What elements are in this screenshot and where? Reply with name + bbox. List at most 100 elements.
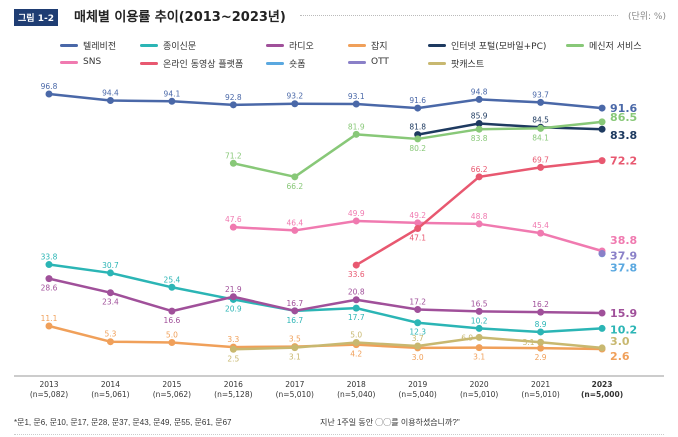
data-label: 47.6 <box>225 215 242 224</box>
unit-label: (단위: %) <box>627 12 666 22</box>
legend-item: SNS <box>60 57 101 67</box>
data-point <box>45 275 53 283</box>
data-point <box>106 269 114 277</box>
data-point <box>475 220 483 228</box>
data-point <box>352 100 360 108</box>
data-point <box>106 338 114 346</box>
data-label: 71.2 <box>225 151 242 160</box>
x-tick-label: 2019 <box>408 380 427 389</box>
x-tick-sample-size: (n=5,040) <box>399 390 437 399</box>
data-point <box>537 344 545 352</box>
data-label: 33.8 <box>41 253 58 262</box>
data-point <box>352 339 360 347</box>
legend-label: 라디오 <box>289 42 314 52</box>
data-point <box>598 249 606 257</box>
figure-tag: 그림 1-2 <box>14 9 58 26</box>
data-point <box>291 100 299 108</box>
final-value-label: 37.9 <box>610 249 637 262</box>
data-label: 49.9 <box>348 209 365 218</box>
x-tick-sample-size: (n=5,000) <box>581 390 623 399</box>
data-point <box>475 95 483 103</box>
data-label: 45.4 <box>532 221 549 230</box>
legend-item: 팟캐스트 <box>428 57 484 70</box>
data-point <box>291 173 299 181</box>
data-label: 94.1 <box>164 89 181 98</box>
final-value-label: 86.5 <box>610 111 637 124</box>
data-label: 3.5 <box>289 335 301 344</box>
data-point <box>537 163 545 171</box>
data-point <box>414 319 422 327</box>
legend-label: 종이신문 <box>163 42 197 52</box>
legend-swatch <box>348 60 366 64</box>
legend-label: 팟캐스트 <box>451 60 485 70</box>
data-point <box>229 345 237 353</box>
legend-swatch <box>140 62 158 65</box>
data-point <box>414 135 422 143</box>
data-point <box>537 98 545 106</box>
data-label: 16.7 <box>286 299 303 308</box>
final-value-label: 72.2 <box>610 155 637 168</box>
x-tick-label: 2014 <box>101 380 120 389</box>
data-point <box>168 307 176 315</box>
data-point <box>475 307 483 315</box>
data-point <box>106 289 114 297</box>
legend-swatch <box>266 62 284 65</box>
data-point <box>598 344 606 352</box>
data-label: 17.2 <box>409 297 426 306</box>
data-label: 69.7 <box>532 155 549 164</box>
legend-swatch <box>428 44 446 47</box>
data-point <box>168 97 176 105</box>
data-point <box>598 157 606 165</box>
x-tick-sample-size: (n=5,082) <box>30 390 68 399</box>
legend-label: 인터넷 포털(모바일+PC) <box>451 42 547 52</box>
x-tick-sample-size: (n=5,010) <box>276 390 314 399</box>
chart-title: 매체별 이용률 추이(2013~2023년) <box>74 10 286 25</box>
series-line <box>417 122 603 136</box>
data-point <box>352 304 360 312</box>
data-point <box>414 104 422 112</box>
x-tick-label: 2020 <box>470 380 489 389</box>
data-point <box>598 104 606 112</box>
legend-item: 종이신문 <box>140 39 196 52</box>
data-point <box>229 101 237 109</box>
data-point <box>291 226 299 234</box>
data-label: 16.2 <box>532 300 549 309</box>
data-label: 85.9 <box>471 112 488 121</box>
series-line <box>48 263 603 334</box>
data-point <box>414 342 422 350</box>
data-point <box>414 305 422 313</box>
data-label: 28.6 <box>41 284 58 293</box>
x-tick-label: 2023 <box>592 380 613 389</box>
data-label: 46.4 <box>286 218 303 227</box>
final-value-label: 91.6 <box>610 102 637 115</box>
data-point <box>537 328 545 336</box>
data-point <box>475 324 483 332</box>
data-point <box>475 333 483 341</box>
data-label: 17.7 <box>348 313 365 322</box>
data-label: 21.9 <box>225 285 242 294</box>
x-tick-sample-size: (n=5,010) <box>521 390 559 399</box>
data-point <box>414 225 422 233</box>
data-point <box>45 90 53 98</box>
data-label: 16.6 <box>164 316 181 325</box>
data-label: 30.7 <box>102 261 119 270</box>
data-label: 10.2 <box>471 316 488 325</box>
data-label: 12.3 <box>409 328 426 337</box>
final-value-label: 83.8 <box>610 129 637 142</box>
data-label: 2.9 <box>535 353 547 362</box>
footnote-questions: *문1, 문6, 문10, 문17, 문28, 문37, 문43, 문49, 문… <box>14 418 232 427</box>
x-tick-label: 2017 <box>285 380 304 389</box>
data-label: 20.9 <box>225 304 242 313</box>
data-point <box>537 229 545 237</box>
data-point <box>352 130 360 138</box>
series-line <box>48 277 603 315</box>
data-label: 91.6 <box>409 96 426 105</box>
data-point <box>475 125 483 133</box>
data-point <box>229 293 237 301</box>
series-line <box>48 92 603 110</box>
data-label: 47.1 <box>409 234 426 243</box>
data-label: 3.3 <box>227 335 239 344</box>
data-point <box>598 125 606 133</box>
